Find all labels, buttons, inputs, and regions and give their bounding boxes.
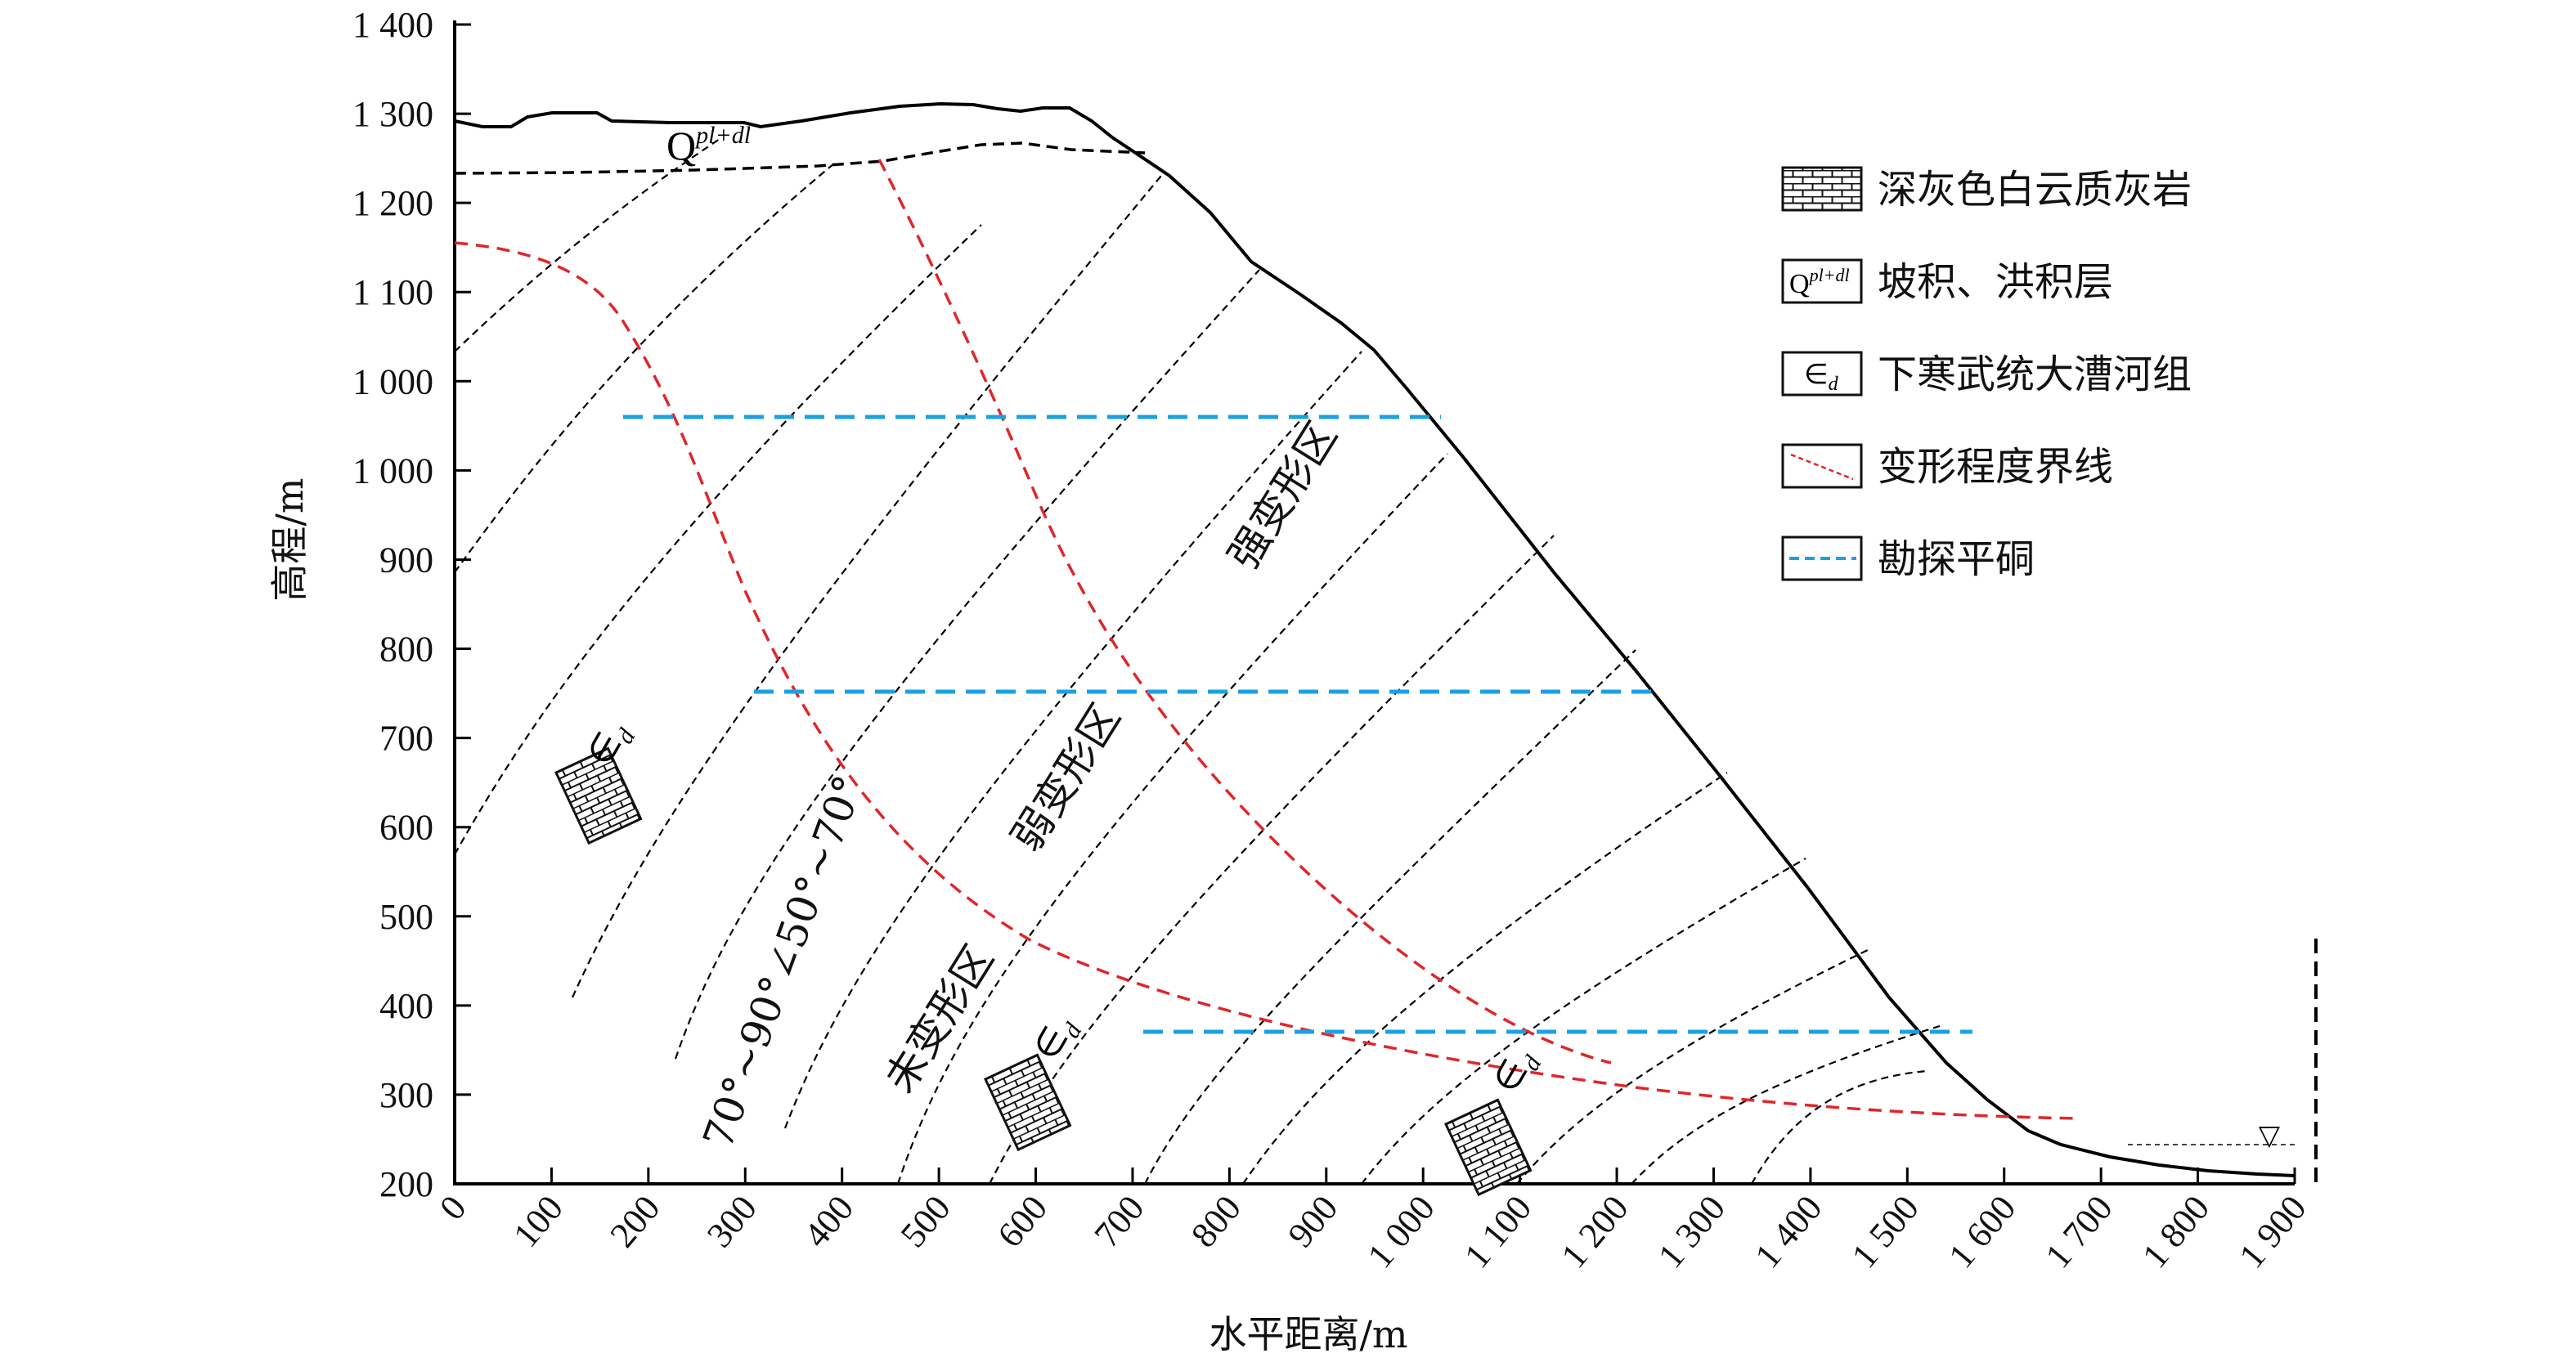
svg-text:∈d: ∈d [1804,360,1839,395]
legend-item-adit: 勘探平硐 [1781,536,2035,582]
x-tick-label: 1 200 [1554,1188,1636,1275]
water-level-symbol: ▽ [2259,1119,2281,1152]
x-tick-label: 1 100 [1456,1188,1539,1275]
x-tick-label: 500 [893,1188,958,1255]
y-tick-label: 200 [379,1164,433,1204]
x-tick-label: 1 600 [1941,1188,2023,1275]
quaternary-boundary [454,141,1146,175]
legend: 深灰色白云质灰岩 Qpl+dl 坡积、洪积层 ∈d 下寒武统大漕河组 变形程度界… [1781,166,2192,582]
exploration-adits [623,415,1972,1034]
x-tick-label: 200 [603,1188,668,1255]
x-tick-label: 400 [796,1188,861,1255]
x-tick-label: 300 [699,1188,765,1255]
rock-symbol-1 [554,746,643,845]
legend-item-quaternary: Qpl+dl 坡积、洪积层 [1781,258,2113,305]
svg-text:深灰色白云质灰岩: 深灰色白云质灰岩 [1878,167,2192,213]
dip-orientation-label: 70°~90°∠50°~70° [694,769,873,1154]
y-tick-label: 300 [379,1075,433,1115]
x-tick-label: 800 [1183,1188,1249,1255]
legend-item-deformation-boundary: 变形程度界线 [1781,443,2113,490]
x-tick-label: 1 500 [1844,1188,1927,1275]
ground-surface [454,101,2296,1177]
cambrian-label-3: ∈d [1485,1041,1547,1102]
rock-symbol-2 [984,1053,1072,1152]
svg-text:变形程度界线: 变形程度界线 [1878,444,2113,490]
x-tick-label: 700 [1087,1188,1152,1255]
legend-item-dolomitic-limestone: 深灰色白云质灰岩 [1781,166,2192,213]
bedding-lines [454,138,1941,1185]
y-tick-label: 600 [379,808,433,848]
x-tick-label: 1 900 [2231,1188,2313,1275]
quaternary-label: Qpl+dl [666,122,751,168]
svg-text:Qpl+dl: Qpl+dl [1789,265,1850,299]
y-tick-label: 1 000 [352,450,433,491]
x-tick-label: 900 [1280,1188,1345,1255]
y-tick-label: 900 [379,540,433,580]
x-tick-label: 1 000 [1360,1188,1443,1275]
y-tick-label: 1 200 [352,183,433,223]
svg-text:坡积、洪积层: 坡积、洪积层 [1878,259,2113,305]
x-tick-label: 600 [990,1188,1055,1255]
y-tick-label: 700 [379,719,433,759]
boundary-strong-weak [877,159,1612,1064]
deformation-boundaries [454,159,2078,1120]
svg-text:勘探平硐: 勘探平硐 [1878,536,2035,582]
x-tick-label: 1 800 [2134,1188,2217,1275]
boundary-weak-none [454,241,2078,1120]
y-tick-label: 1 400 [352,5,433,45]
zone-label-weak: 弱变形区 [1003,696,1129,859]
x-axis-title: 水平距离/m [1209,1312,1407,1356]
y-tick-label: 1 000 [352,361,433,401]
x-tick-label: 1 300 [1650,1188,1733,1275]
svg-text:下寒武统大漕河组: 下寒武统大漕河组 [1878,352,2192,397]
y-tick-label: 400 [379,986,433,1026]
y-axis-ticks: 200 300 400 500 600 700 800 900 1 000 1 000 1 100 1… [352,5,471,1204]
x-tick-label: 1 400 [1747,1188,1829,1275]
x-tick-label: 0 [432,1188,474,1227]
y-tick-label: 1 100 [352,272,433,312]
y-tick-label: 1 300 [352,94,433,134]
zone-label-none: 未变形区 [876,937,1003,1100]
y-tick-label: 800 [379,630,433,670]
y-tick-label: 500 [379,897,433,937]
legend-item-cambrian: ∈d 下寒武统大漕河组 [1781,351,2192,397]
x-tick-label: 100 [505,1188,571,1255]
x-tick-label: 1 700 [2038,1188,2120,1275]
rock-symbol-3 [1444,1098,1533,1197]
y-axis-title: 高程/m [267,477,312,601]
zone-label-strong: 强变形区 [1219,414,1346,577]
